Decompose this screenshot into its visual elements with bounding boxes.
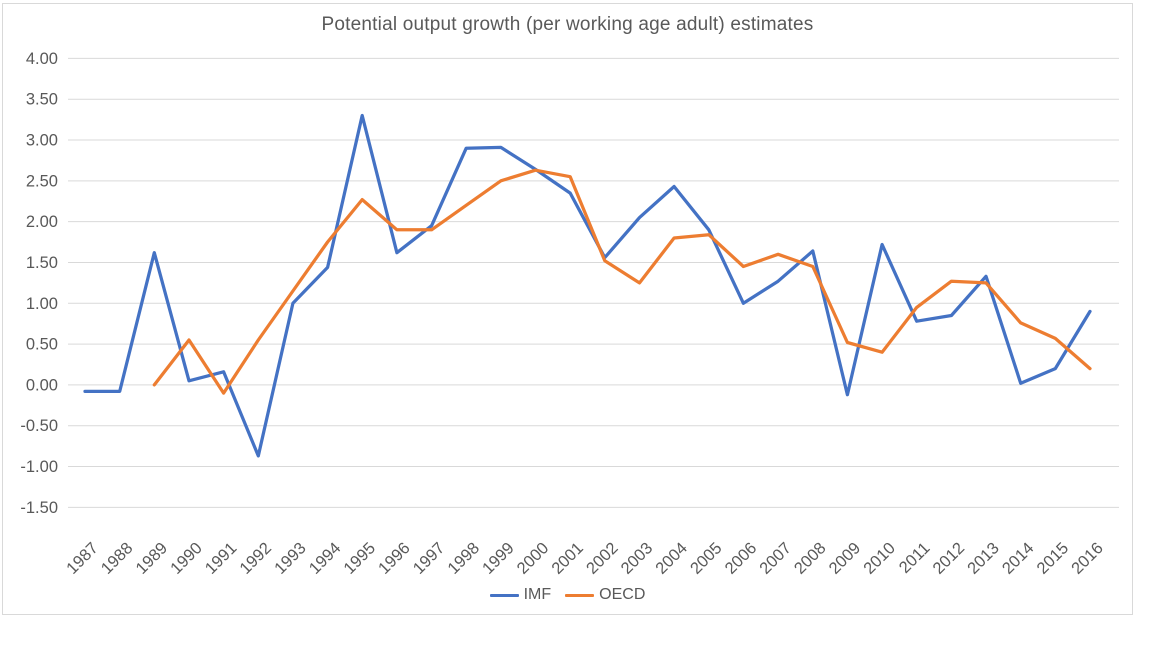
y-axis-labels: 4.00 3.50 3.00 2.50 2.00 1.50 1.00 0.50 0.00 -0.5… <box>20 50 58 517</box>
oecd-line-swatch <box>565 593 595 597</box>
y-tick-label: 2.00 <box>26 213 58 231</box>
x-tick-label: 2016 <box>1068 539 1107 578</box>
chart-border <box>2 3 1133 615</box>
x-tick-label: 1999 <box>479 539 518 578</box>
x-tick-label: 2010 <box>860 539 899 578</box>
legend-label-imf: IMF <box>523 586 552 603</box>
chart-title: Potential output growth (per working age… <box>321 14 814 35</box>
x-tick-label: 2000 <box>514 539 553 578</box>
y-tick-label: -0.50 <box>20 417 58 435</box>
x-axis-labels: 1987198819891990199119921993199419951996… <box>63 539 1107 578</box>
x-tick-label: 1990 <box>167 539 206 578</box>
x-tick-label: 2004 <box>652 539 691 578</box>
y-tick-label: 1.00 <box>26 295 58 313</box>
y-tick-label: -1.50 <box>20 499 58 517</box>
x-tick-label: 2009 <box>826 539 865 578</box>
y-tick-label: -1.00 <box>20 458 58 476</box>
x-tick-label: 1997 <box>410 539 449 578</box>
x-tick-label: 1988 <box>98 539 137 578</box>
x-tick-label: 1992 <box>236 539 275 578</box>
x-tick-label: 2007 <box>756 539 795 578</box>
series-line-oecd <box>152 168 1092 395</box>
legend-label-oecd: OECD <box>599 586 646 603</box>
x-tick-label: 1998 <box>444 539 483 578</box>
x-tick-label: 2003 <box>618 539 657 578</box>
x-tick-label: 1993 <box>271 539 310 578</box>
series-line-imf <box>83 113 1092 458</box>
x-tick-label: 2002 <box>583 539 622 578</box>
x-tick-label: 1994 <box>306 539 345 578</box>
y-tick-label: 0.50 <box>26 336 58 354</box>
gridlines <box>68 57 1119 508</box>
x-tick-label: 2014 <box>999 539 1038 578</box>
x-tick-label: 2001 <box>548 539 587 578</box>
y-tick-label: 3.00 <box>26 132 58 150</box>
y-tick-label: 1.50 <box>26 254 58 272</box>
y-tick-label: 2.50 <box>26 172 58 190</box>
x-tick-label: 1987 <box>63 539 102 578</box>
legend-item-oecd: OECD <box>565 586 645 604</box>
x-tick-label: 2015 <box>1033 539 1072 578</box>
x-tick-label: 2008 <box>791 539 830 578</box>
imf-line-swatch <box>489 593 519 597</box>
x-tick-label: 1989 <box>132 539 171 578</box>
x-tick-label: 2006 <box>722 539 761 578</box>
x-tick-label: 2011 <box>896 539 934 577</box>
x-tick-label: 1996 <box>375 539 414 578</box>
y-tick-label: 3.50 <box>26 91 58 109</box>
x-tick-label: 2012 <box>930 539 969 578</box>
x-tick-label: 1995 <box>340 539 379 578</box>
legend-item-imf: IMF <box>489 586 552 604</box>
chart-legend: IMF OECD <box>2 583 1133 607</box>
x-tick-label: 2005 <box>687 539 726 578</box>
x-tick-label: 1991 <box>202 539 241 578</box>
y-tick-label: 0.00 <box>26 376 58 394</box>
y-tick-label: 4.00 <box>26 50 58 68</box>
x-tick-label: 2013 <box>964 539 1003 578</box>
